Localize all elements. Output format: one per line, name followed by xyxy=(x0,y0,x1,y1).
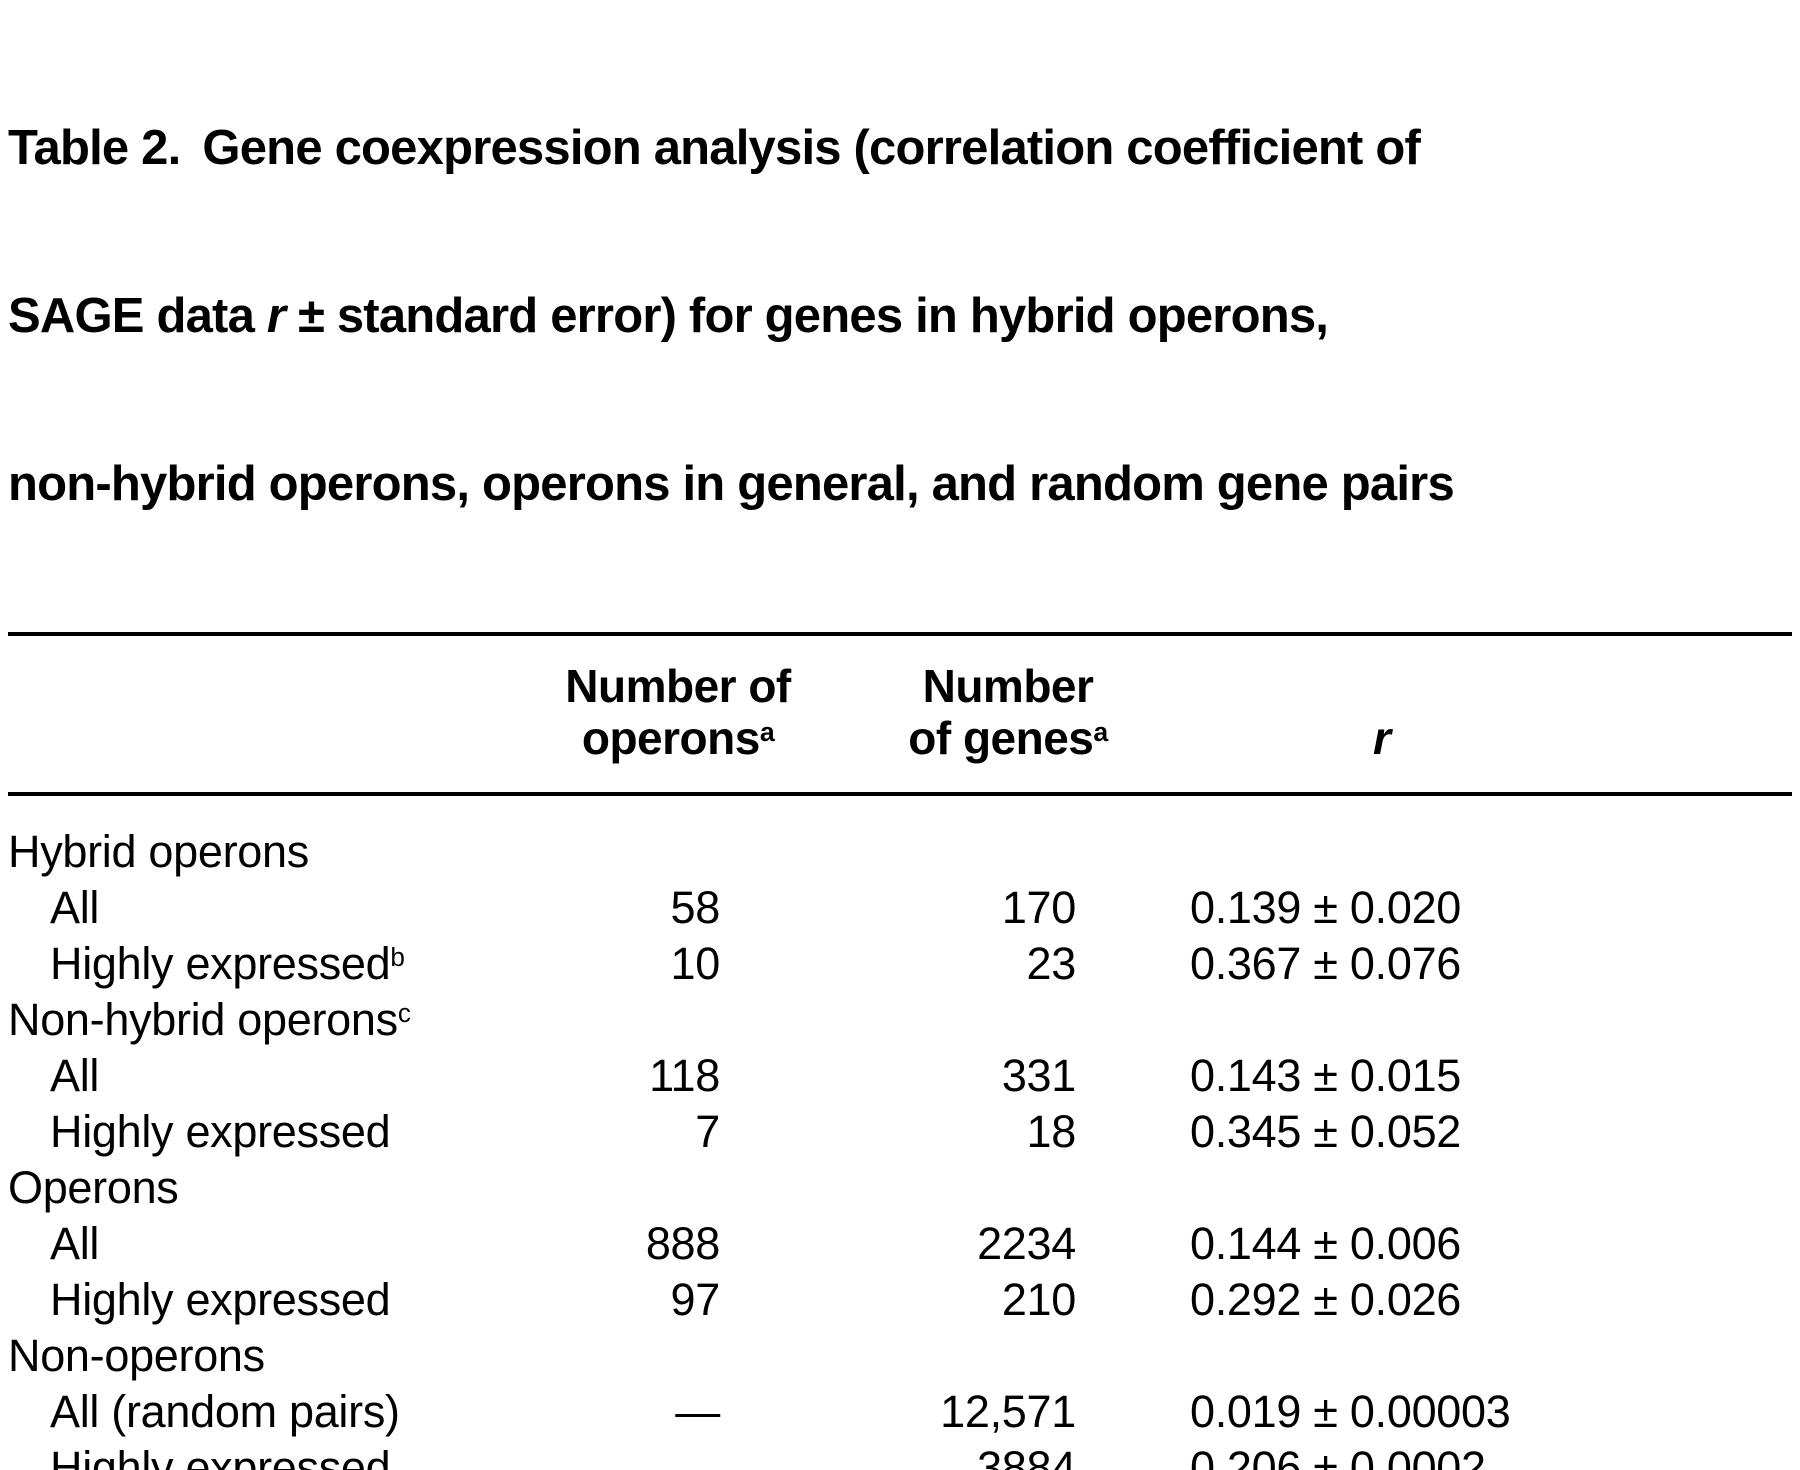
operons-value: — xyxy=(675,1386,720,1437)
section-row-non-hybrid-operons: Non-hybrid operonsc xyxy=(8,992,1792,1048)
genes-value xyxy=(828,1160,1188,1216)
row-label: Non-hybrid operonsc xyxy=(8,992,488,1048)
table-caption: Table 2. Gene coexpression analysis (corr… xyxy=(8,8,1792,624)
caption-line-3: non-hybrid operons, operons in general, … xyxy=(8,457,1455,511)
row-label: Highly expressedb xyxy=(8,936,488,992)
genes-value: 12,571 xyxy=(940,1386,1076,1437)
operons-value xyxy=(488,1160,828,1216)
row-label: All xyxy=(8,1216,488,1272)
genes-value xyxy=(828,1328,1188,1384)
genes-value: 2234 xyxy=(977,1218,1076,1269)
genes-value xyxy=(828,794,1188,880)
row-label-text: All (random pairs) xyxy=(50,1386,400,1437)
header-operons-line1: Number of xyxy=(565,660,791,712)
caption-text-1: Gene coexpression analysis (correlation … xyxy=(202,121,1421,175)
row-label-text: Highly expressed xyxy=(50,938,391,989)
data-row-non-operons-highly-expressed: Highly expressed — 3884 0.206 ± 0.0002 xyxy=(8,1440,1792,1470)
r-value: 0.144 ± 0.006 xyxy=(1190,1218,1462,1269)
data-row-hybrid-all: All 58 170 0.139 ± 0.020 xyxy=(8,880,1792,936)
section-row-hybrid-operons: Hybrid operons xyxy=(8,794,1792,880)
row-label-text: Hybrid operons xyxy=(8,826,309,877)
r-value: 0.139 ± 0.020 xyxy=(1190,882,1462,933)
caption-text-2b: ± standard error) for genes in hybrid op… xyxy=(285,289,1329,343)
genes-value xyxy=(828,992,1188,1048)
section-row-operons: Operons xyxy=(8,1160,1792,1216)
row-label: Operons xyxy=(8,1160,488,1216)
row-label: Highly expressed xyxy=(8,1104,488,1160)
row-label-text: Operons xyxy=(8,1162,179,1213)
r-value: 0.292 ± 0.026 xyxy=(1190,1274,1462,1325)
col-header-number-of-genes: Number of genesa xyxy=(828,634,1188,796)
caption-r-symbol: r xyxy=(266,289,286,343)
row-label: Highly expressed xyxy=(8,1440,488,1470)
genes-value: 210 xyxy=(1001,1274,1076,1325)
row-label-text: Highly expressed xyxy=(50,1442,391,1470)
col-header-empty xyxy=(8,634,488,796)
row-label: Hybrid operons xyxy=(8,794,488,880)
r-value xyxy=(1188,1160,1792,1216)
footnote-marker-a: a xyxy=(1093,716,1108,747)
data-row-operons-all: All 888 2234 0.144 ± 0.006 xyxy=(8,1216,1792,1272)
r-value: 0.206 ± 0.0002 xyxy=(1190,1442,1486,1470)
header-genes-line1: Number xyxy=(922,660,1094,712)
r-value: 0.367 ± 0.076 xyxy=(1190,938,1462,989)
row-label-text: All xyxy=(50,882,100,933)
row-label-text: Non-operons xyxy=(8,1330,265,1381)
r-value xyxy=(1188,1328,1792,1384)
row-label: All (random pairs) xyxy=(8,1384,488,1440)
operons-value: 10 xyxy=(670,938,721,989)
row-label-text: Highly expressed xyxy=(50,1274,391,1325)
data-row-hybrid-highly-expressed: Highly expressedb 10 23 0.367 ± 0.076 xyxy=(8,936,1792,992)
operons-value xyxy=(488,794,828,880)
section-row-non-operons: Non-operons xyxy=(8,1328,1792,1384)
operons-value: — xyxy=(675,1442,720,1470)
caption-line-1: Table 2. Gene coexpression analysis (corr… xyxy=(8,120,1792,176)
footnote-marker-b: b xyxy=(390,941,405,972)
row-label: All xyxy=(8,880,488,936)
footnote-marker-a: a xyxy=(759,716,775,747)
table-number: Table 2. xyxy=(8,121,181,175)
row-label-text: Non-hybrid operons xyxy=(8,994,398,1045)
header-genes-line2: of genes xyxy=(908,712,1094,764)
operons-value: 7 xyxy=(695,1106,720,1157)
genes-value: 18 xyxy=(1026,1106,1077,1157)
operons-value xyxy=(488,992,828,1048)
row-label: Non-operons xyxy=(8,1328,488,1384)
genes-value: 170 xyxy=(1001,882,1076,933)
genes-value: 3884 xyxy=(977,1442,1076,1470)
r-value: 0.143 ± 0.015 xyxy=(1190,1050,1462,1101)
r-value xyxy=(1188,794,1792,880)
col-header-number-of-operons: Number of operonsa xyxy=(488,634,828,796)
r-value: 0.345 ± 0.052 xyxy=(1190,1106,1462,1157)
operons-value xyxy=(488,1328,828,1384)
header-row: Number of operonsa Number of genesa r xyxy=(8,634,1792,796)
table-header: Number of operonsa Number of genesa r xyxy=(8,634,1792,796)
data-row-non-hybrid-all: All 118 331 0.143 ± 0.015 xyxy=(8,1048,1792,1104)
data-row-non-operons-all-random-pairs: All (random pairs) — 12,571 0.019 ± 0.00… xyxy=(8,1384,1792,1440)
table-body: Hybrid operons All 58 170 0.139 ± 0.020 … xyxy=(8,794,1792,1470)
operons-value: 118 xyxy=(649,1050,720,1101)
data-row-operons-highly-expressed: Highly expressed 97 210 0.292 ± 0.026 xyxy=(8,1272,1792,1328)
row-label: Highly expressed xyxy=(8,1272,488,1328)
footnote-marker-c: c xyxy=(397,997,411,1028)
caption-line-2: SAGE data r ± standard error) for genes … xyxy=(8,288,1792,344)
row-label-text: All xyxy=(50,1050,100,1101)
row-label-text: Highly expressed xyxy=(50,1106,391,1157)
genes-value: 331 xyxy=(1001,1050,1076,1101)
data-row-non-hybrid-highly-expressed: Highly expressed 7 18 0.345 ± 0.052 xyxy=(8,1104,1792,1160)
caption-text-2a: SAGE data xyxy=(8,289,267,343)
operons-value: 58 xyxy=(670,882,721,933)
operons-value: 97 xyxy=(670,1274,721,1325)
header-operons-line2: operons xyxy=(581,712,760,764)
row-label-text: All xyxy=(50,1218,100,1269)
row-label: All xyxy=(8,1048,488,1104)
coexpression-table: Number of operonsa Number of genesa r Hybr… xyxy=(8,632,1792,1470)
r-value xyxy=(1188,992,1792,1048)
operons-value: 888 xyxy=(645,1218,720,1269)
r-value: 0.019 ± 0.00003 xyxy=(1190,1386,1511,1437)
col-header-r: r xyxy=(1188,634,1792,796)
genes-value: 23 xyxy=(1026,938,1077,989)
